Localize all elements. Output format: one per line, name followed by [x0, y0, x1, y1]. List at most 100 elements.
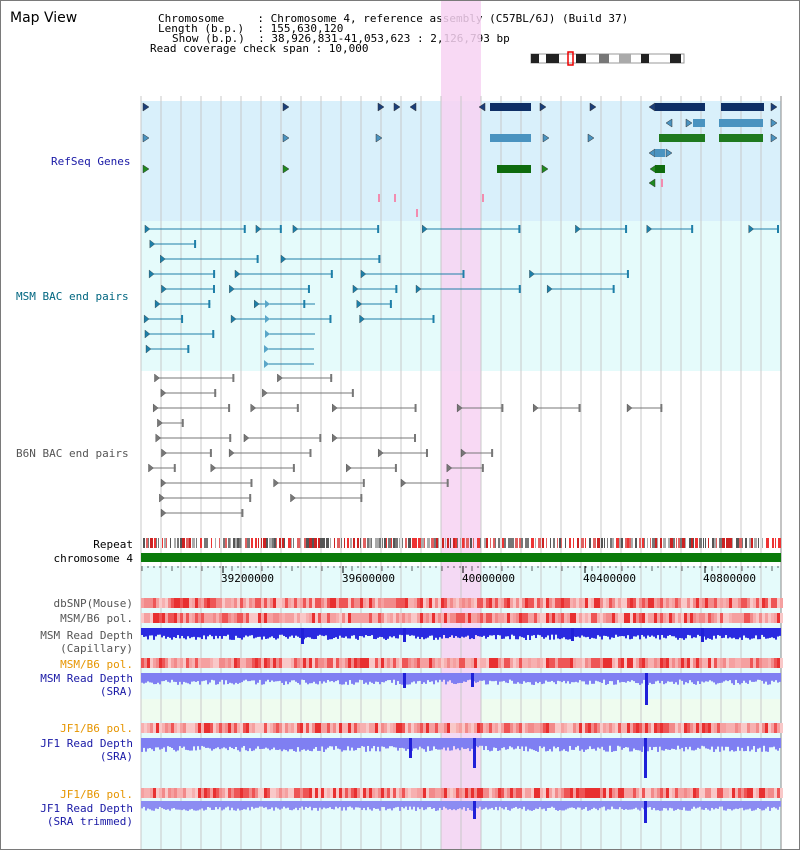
repeat-element[interactable]	[274, 538, 276, 548]
depth-bar[interactable]	[385, 628, 387, 640]
pol-cell[interactable]	[687, 598, 690, 608]
pol-cell[interactable]	[540, 723, 543, 733]
depth-bar[interactable]	[273, 673, 275, 682]
pol-cell[interactable]	[666, 613, 669, 623]
track-label-msm-depth-sra[interactable]: MSM Read Depth	[40, 672, 133, 685]
depth-bar[interactable]	[263, 738, 265, 749]
pol-cell[interactable]	[726, 788, 729, 798]
repeat-element[interactable]	[639, 538, 641, 548]
depth-bar[interactable]	[307, 801, 309, 809]
repeat-element[interactable]	[670, 538, 673, 548]
depth-bar[interactable]	[735, 801, 737, 809]
pol-cell[interactable]	[744, 788, 747, 798]
depth-bar[interactable]	[171, 673, 173, 680]
pol-cell[interactable]	[345, 658, 348, 668]
pol-cell[interactable]	[693, 658, 696, 668]
depth-bar[interactable]	[689, 801, 691, 811]
pol-cell[interactable]	[756, 598, 759, 608]
pol-cell[interactable]	[711, 613, 714, 623]
bac-end[interactable]	[360, 269, 367, 279]
pol-cell[interactable]	[762, 723, 765, 733]
pol-cell[interactable]	[573, 788, 576, 798]
depth-bar[interactable]	[379, 738, 381, 752]
pol-cell[interactable]	[378, 598, 381, 608]
pol-cell[interactable]	[447, 723, 450, 733]
depth-bar[interactable]	[539, 801, 541, 808]
pol-cell[interactable]	[435, 788, 438, 798]
pol-cell[interactable]	[246, 613, 249, 623]
repeat-element[interactable]	[297, 538, 300, 548]
depth-bar[interactable]	[629, 738, 631, 752]
pol-cell[interactable]	[327, 658, 330, 668]
pol-cell[interactable]	[696, 788, 699, 798]
depth-bar[interactable]	[699, 673, 701, 684]
pol-cell[interactable]	[237, 723, 240, 733]
depth-bar[interactable]	[499, 628, 501, 636]
bac-end[interactable]	[264, 345, 269, 353]
depth-bar[interactable]	[285, 673, 287, 682]
track-label-msm-b6-pol-2[interactable]: MSM/B6 pol.	[60, 658, 133, 671]
depth-bar[interactable]	[337, 673, 339, 681]
repeat-element[interactable]	[174, 538, 176, 548]
depth-bar[interactable]	[341, 673, 343, 685]
depth-bar[interactable]	[517, 673, 519, 683]
pol-cell[interactable]	[744, 613, 747, 623]
pol-cell[interactable]	[702, 658, 705, 668]
depth-bar[interactable]	[615, 738, 617, 751]
depth-bar[interactable]	[757, 801, 759, 808]
pol-cell[interactable]	[687, 788, 690, 798]
depth-bar[interactable]	[613, 738, 615, 752]
depth-bar[interactable]	[253, 738, 255, 751]
depth-bar[interactable]	[351, 628, 353, 636]
depth-bar[interactable]	[537, 801, 539, 809]
pol-cell[interactable]	[750, 788, 753, 798]
pol-cell[interactable]	[309, 723, 312, 733]
pol-cell[interactable]	[336, 658, 339, 668]
pol-cell[interactable]	[582, 613, 585, 623]
pol-cell[interactable]	[216, 658, 219, 668]
repeat-element[interactable]	[360, 538, 361, 548]
depth-bar[interactable]	[547, 738, 549, 751]
depth-bar[interactable]	[213, 673, 215, 681]
pol-cell[interactable]	[150, 723, 153, 733]
depth-bar[interactable]	[173, 673, 175, 682]
depth-bar[interactable]	[685, 628, 687, 639]
depth-bar[interactable]	[657, 628, 659, 636]
depth-bar[interactable]	[541, 738, 543, 749]
depth-bar[interactable]	[271, 801, 273, 808]
depth-bar[interactable]	[455, 801, 457, 811]
pol-cell[interactable]	[285, 613, 288, 623]
bac-end[interactable]	[145, 344, 152, 354]
depth-bar[interactable]	[707, 738, 709, 749]
pol-cell[interactable]	[417, 613, 420, 623]
depth-bar[interactable]	[707, 628, 709, 639]
depth-bar[interactable]	[437, 738, 439, 750]
pol-cell[interactable]	[645, 598, 648, 608]
gene-arrow[interactable]	[542, 133, 550, 143]
pol-cell[interactable]	[723, 613, 726, 623]
depth-bar[interactable]	[313, 628, 315, 640]
pol-cell[interactable]	[144, 788, 147, 798]
pol-cell[interactable]	[750, 658, 753, 668]
pol-cell[interactable]	[549, 598, 552, 608]
pol-cell[interactable]	[513, 723, 516, 733]
pol-cell[interactable]	[690, 658, 693, 668]
depth-bar[interactable]	[159, 738, 161, 750]
depth-bar[interactable]	[617, 673, 619, 681]
pol-cell[interactable]	[594, 658, 597, 668]
depth-bar[interactable]	[727, 801, 729, 809]
depth-bar[interactable]	[295, 801, 297, 808]
depth-bar[interactable]	[711, 801, 713, 808]
depth-bar[interactable]	[615, 801, 617, 810]
depth-bar[interactable]	[273, 801, 275, 811]
repeat-element[interactable]	[414, 538, 417, 548]
pol-cell[interactable]	[339, 723, 342, 733]
pol-cell[interactable]	[453, 613, 456, 623]
depth-bar[interactable]	[559, 628, 561, 640]
pol-cell[interactable]	[432, 613, 435, 623]
depth-bar[interactable]	[651, 738, 653, 751]
pol-cell[interactable]	[141, 788, 144, 798]
pol-cell[interactable]	[594, 723, 597, 733]
pol-cell[interactable]	[600, 613, 603, 623]
pol-cell[interactable]	[522, 598, 525, 608]
